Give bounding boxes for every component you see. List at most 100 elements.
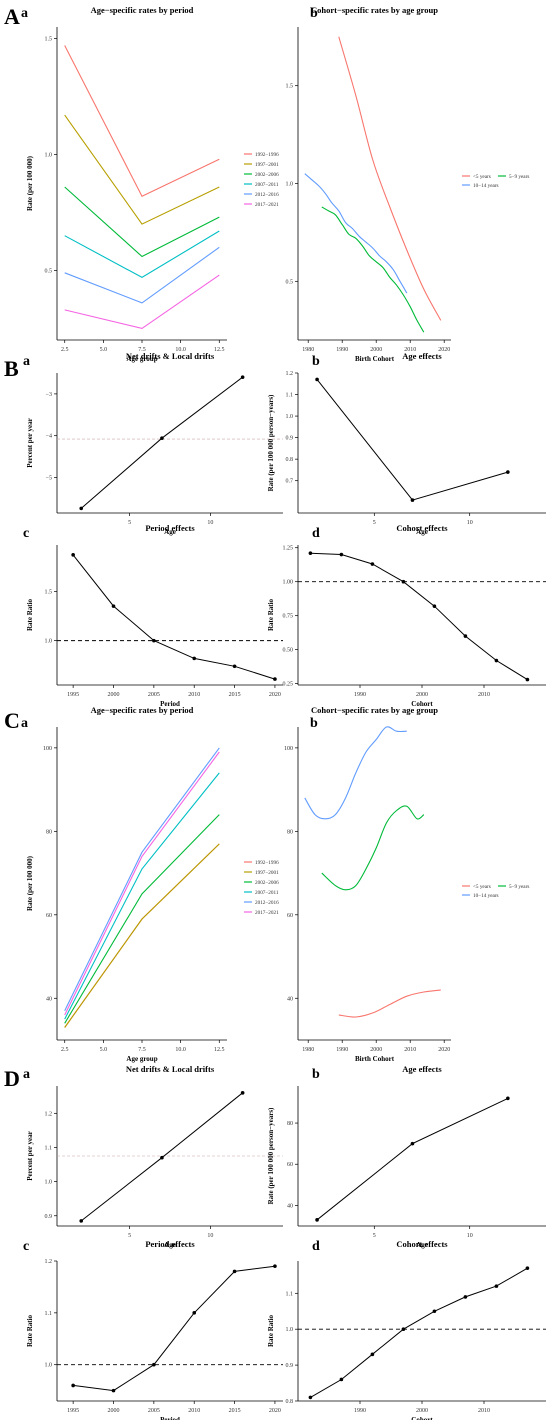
y-tick-label: 1.2 [45,1259,53,1265]
y-tick-label: 1.2 [45,1111,53,1117]
y-tick-label: 1.0 [286,182,294,188]
series-line-3 [64,230,220,279]
y-tick-label: −4 [46,434,52,440]
legend-label: 10−14 years [473,893,499,899]
data-point [506,470,510,474]
legend-label: 2017−2021 [255,910,279,916]
y-axis-label: Rate (per 100 000) [26,855,34,911]
y-tick-label: 1.0 [45,153,53,159]
series-line-2 [304,726,407,820]
x-tick-label: 5 [373,520,376,526]
panel-letter-b: B [4,356,19,381]
y-tick-label: 80 [287,829,293,835]
y-tick-label: 1.0 [45,1180,53,1186]
data-point [152,638,156,643]
data-point [463,1295,468,1299]
y-axis-label: Rate (per 100 000 person−years) [267,1107,275,1204]
chart-d-c: Period effects 1995 2000 2005 2010 2015 2020 1.… [26,1239,283,1420]
legend: 1992−1996 1997−2001 2002−2006 2007−2011 2012… [244,860,279,916]
panel-sublabel-b-a: a [23,354,30,369]
y-tick-label: 0.8 [286,1399,294,1405]
series-line [316,1097,509,1221]
data-point [401,1327,406,1332]
data-point [232,1269,237,1274]
x-tick-label: 12.5 [214,1047,225,1053]
x-axis-label: Age group [126,1055,157,1063]
chart-a-b: Cohort−specific rates by age group 1980 19… [286,5,530,363]
x-tick-label: 5 [128,520,131,526]
series-line-2 [304,173,408,294]
x-tick-label: 10.0 [175,1047,186,1053]
x-tick-label: 12.5 [214,347,225,353]
panel-sublabel-c-b: b [310,716,318,731]
data-point [308,1395,313,1400]
y-tick-label: 60 [46,913,52,919]
y-tick-label: 0.9 [286,436,294,442]
series-line-0 [64,45,220,198]
x-tick-label: 2000 [370,347,382,353]
data-point [192,656,197,661]
x-tick-label: 2010 [404,347,416,353]
series-line-0 [338,36,442,321]
x-axis-label: Age [164,1241,176,1249]
x-axis-label: Age [416,528,428,536]
y-tick-label: 1.1 [286,393,294,399]
data-point [432,1309,437,1314]
y-axis-label: Percent per year [26,1131,34,1181]
y-tick-label: 0.75 [283,614,294,620]
y-axis-label: Rate Ratio [267,598,275,631]
y-tick-label: 0.8 [286,457,294,463]
y-tick-label: 40 [46,996,52,1002]
data-point [463,634,468,638]
legend-label: 10−14 years [473,183,499,189]
data-point [308,551,313,555]
x-tick-label: 5.0 [100,1047,108,1053]
series-line [316,379,508,501]
data-point [315,1218,319,1222]
data-point [506,1096,510,1101]
series-line-5 [64,274,220,329]
series-line [310,552,528,681]
x-tick-label: 2010 [188,692,200,698]
chart-title: Cohort−specific rates by age group [311,5,438,15]
data-point [339,1377,344,1382]
data-point [339,552,344,557]
panel-letter-d: D [4,1066,20,1091]
data-point [273,1264,277,1268]
chart-title: Age−specific rates by period [91,705,194,715]
data-point [111,1388,116,1393]
legend-label: 1997−2001 [255,870,279,876]
series-line-4 [64,747,220,1012]
y-tick-label: 80 [287,1121,293,1127]
data-point [240,1091,245,1095]
x-tick-label: 10.0 [175,347,186,353]
x-tick-label: 10 [467,520,473,526]
y-tick-label: 1.0 [286,414,294,420]
x-tick-label: 5 [373,1233,376,1239]
y-tick-label: 1.1 [45,1311,53,1317]
data-point [370,562,375,566]
legend: 1992−1996 1997−2001 2002−2006 2007−2011 2012… [244,152,279,208]
data-point [525,1266,530,1270]
y-tick-label: 1.0 [45,639,53,645]
legend: <5 years 5−9 years 10−14 years [462,884,529,899]
x-tick-label: 2010 [478,1408,490,1414]
legend-label: 5−9 years [509,174,529,180]
data-point [232,664,237,669]
legend-label: 2012−2016 [255,192,279,198]
x-tick-label: 2010 [478,692,490,698]
panel-sublabel-b-b: b [312,354,320,369]
data-point [273,677,277,681]
legend: <5 years 5−9 years 10−14 years [462,174,529,189]
data-point [370,1352,375,1357]
series-line-0 [64,843,220,1028]
data-point [71,1383,75,1388]
data-point [71,553,75,557]
x-tick-label: 10 [207,520,213,526]
y-tick-label: 0.25 [283,682,294,688]
panel-sublabel-a-b: b [310,6,318,21]
legend-label: 5−9 years [509,884,529,890]
legend-label: <5 years [473,884,491,890]
legend-label: <5 years [473,174,491,180]
series-line [73,1265,275,1392]
